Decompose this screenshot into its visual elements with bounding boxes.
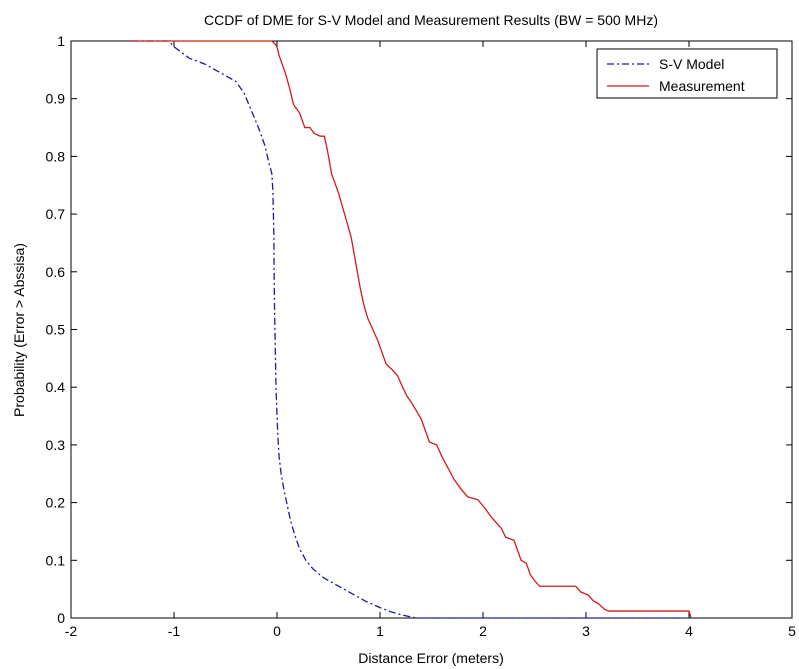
legend-label-measurement: Measurement: [659, 78, 745, 94]
y-tick-label: 0.4: [46, 379, 66, 395]
y-tick-label: 0.3: [46, 437, 66, 453]
x-tick-label: -2: [65, 623, 78, 639]
x-axis: -2 -1 0 1 2 3 4 5: [65, 41, 796, 639]
series-layer: [131, 40, 692, 619]
series-line-sv-model: [131, 40, 689, 619]
x-tick-label: 1: [376, 623, 384, 639]
y-tick-label: 1: [57, 33, 65, 49]
y-axis: 0 0.1 0.2 0.3 0.4 0.5 0.6 0.7 0.8 0.9 1: [46, 33, 792, 626]
chart-title: CCDF of DME for S-V Model and Measuremen…: [204, 12, 658, 28]
x-tick-label: 4: [685, 623, 693, 639]
y-tick-label: 0.1: [46, 552, 66, 568]
y-tick-label: 0.2: [46, 495, 66, 511]
y-tick-label: 0.5: [46, 322, 66, 338]
x-tick-label: -1: [168, 623, 181, 639]
y-tick-label: 0: [57, 610, 65, 626]
legend-box: [596, 48, 778, 99]
x-tick-label: 2: [479, 623, 487, 639]
y-axis-label: Probability (Error > Abssisa): [11, 243, 27, 417]
x-tick-label: 0: [273, 623, 281, 639]
legend-label-sv-model: S-V Model: [659, 56, 724, 72]
x-axis-label: Distance Error (meters): [358, 650, 503, 666]
y-tick-label: 0.6: [46, 264, 66, 280]
plot-area: [70, 40, 793, 619]
x-tick-label: 3: [582, 623, 590, 639]
y-tick-label: 0.8: [46, 148, 66, 164]
y-tick-label: 0.9: [46, 91, 66, 107]
series-line-measurement: [131, 40, 692, 619]
y-tick-label: 0.7: [46, 206, 66, 222]
x-tick-label: 5: [788, 623, 796, 639]
legend: S-V Model Measurement: [596, 48, 778, 99]
